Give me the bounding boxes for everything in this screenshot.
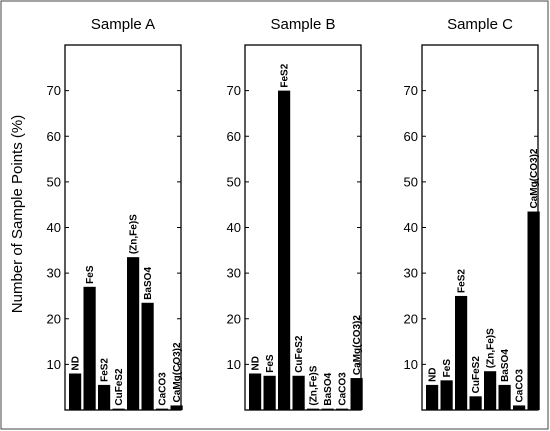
bar-label: BaSO4 — [500, 349, 511, 382]
y-tick-label: 50 — [47, 174, 61, 189]
bar — [278, 90, 291, 410]
bar — [292, 375, 305, 410]
bar-label: ND — [251, 356, 262, 370]
y-tick-label: 10 — [227, 357, 241, 372]
bar — [455, 295, 468, 410]
bar — [141, 302, 154, 410]
bar — [426, 384, 439, 410]
panel-3: Sample C 10 20 30 40 50 60 70 ND FeS FeS2 CuFeS2 (Zn… — [404, 16, 540, 411]
bar — [83, 286, 96, 410]
bar — [484, 371, 497, 410]
bar — [98, 384, 111, 410]
bar — [249, 373, 262, 410]
bar-label: CuFeS2 — [294, 335, 305, 373]
y-tick-label: 60 — [404, 129, 418, 144]
panel-title: Sample A — [91, 16, 155, 33]
bar — [263, 375, 276, 410]
bar-label: ND — [71, 356, 82, 370]
bar-label: FeS2 — [100, 358, 111, 382]
bar — [469, 396, 482, 410]
y-tick-label: 60 — [227, 129, 241, 144]
bar-label: FeS — [85, 265, 96, 284]
y-tick-label: 30 — [404, 266, 418, 281]
panel-title: Sample C — [447, 16, 513, 33]
y-tick-label: 70 — [404, 83, 418, 98]
y-tick-label: 10 — [47, 357, 61, 372]
bar-label: BaSO4 — [143, 267, 154, 300]
y-tick-label: 10 — [404, 357, 418, 372]
bar-label: CuFeS2 — [471, 356, 482, 394]
y-tick-label: 20 — [47, 311, 61, 326]
bar-label: ND — [428, 367, 439, 381]
bar-label: CaCO3 — [515, 369, 526, 403]
bar-label: CaMg(CO3)2 — [529, 148, 540, 208]
y-tick-label: 70 — [47, 83, 61, 98]
y-tick-label: 40 — [227, 220, 241, 235]
plot-frame — [64, 44, 182, 411]
bar-label: FeS — [442, 359, 453, 378]
bar-label: (Zn,Fe)S — [309, 365, 320, 405]
bar-label: (Zn,Fe)S — [129, 214, 140, 254]
bar-label: BaSO4 — [323, 372, 334, 405]
bar — [350, 378, 363, 410]
bar — [127, 257, 140, 410]
y-tick-label: 20 — [404, 311, 418, 326]
bar-label: CaMg(CO3)2 — [352, 315, 363, 375]
bar-label: FeS2 — [457, 269, 468, 293]
bar-label: CaCO3 — [338, 372, 349, 406]
bar-label: (Zn,Fe)S — [486, 328, 497, 368]
plot-frame — [421, 44, 539, 411]
bar — [336, 408, 349, 410]
y-axis-label: Number of Sample Points (%) — [9, 115, 26, 313]
bar — [170, 405, 183, 410]
bar-label: CuFeS2 — [114, 368, 125, 406]
bar-label: CaCO3 — [158, 372, 169, 406]
bar — [112, 408, 125, 410]
y-tick-label: 30 — [47, 266, 61, 281]
panel-title: Sample B — [270, 16, 335, 33]
y-tick-label: 40 — [404, 220, 418, 235]
panel-2: Sample B 10 20 30 40 50 60 70 ND FeS FeS2 CuFeS2 (Zn… — [227, 16, 363, 411]
y-tick-label: 30 — [227, 266, 241, 281]
bar-label: FeS — [265, 354, 276, 373]
panel-1: Sample A 10 20 30 40 50 60 70 ND FeS FeS2 CuFeS2 (Zn… — [47, 16, 183, 411]
y-tick-label: 50 — [227, 174, 241, 189]
bar-label: CaMg(CO3)2 — [172, 342, 183, 402]
y-tick-label: 40 — [47, 220, 61, 235]
bar-label: FeS2 — [280, 63, 291, 87]
y-tick-label: 70 — [227, 83, 241, 98]
y-tick-label: 50 — [404, 174, 418, 189]
bar — [321, 408, 334, 410]
bar — [440, 380, 453, 410]
y-tick-label: 20 — [227, 311, 241, 326]
bar — [69, 373, 82, 410]
bar — [307, 408, 320, 410]
bar — [527, 211, 540, 410]
bar — [498, 384, 511, 410]
bar — [513, 405, 526, 410]
bar — [156, 408, 169, 410]
y-tick-label: 60 — [47, 129, 61, 144]
